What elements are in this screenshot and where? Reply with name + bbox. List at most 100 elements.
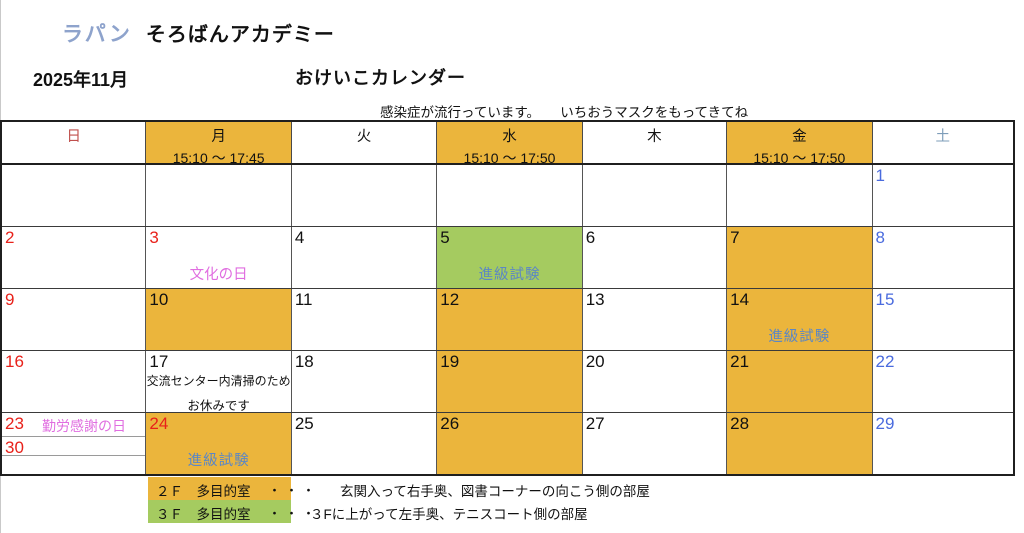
day-number: 30 [5, 438, 24, 457]
closed-note-line: 交流センター内清掃のため [146, 374, 291, 388]
weekday-header-5: 金 15:10 ～ 17:50 [727, 122, 873, 166]
holiday-label: 文化の日 [189, 267, 248, 283]
day-number: 10 [149, 290, 169, 309]
legend-room-description: 玄関入って右手奥、図書コーナーの向こう側の部屋 [340, 484, 650, 499]
weekday-label: 水 [502, 129, 517, 145]
legend-room-label: ３Ｆ 多目的室 [156, 507, 251, 522]
day-cell-8: 8 [872, 227, 1013, 288]
day-cell-empty [727, 165, 873, 226]
infection-notice: 感染症が流行っています。 いちおうマスクをもってきてね [380, 105, 749, 120]
lesson-time: 15:10 ～ 17:50 [463, 150, 556, 166]
day-number: 16 [5, 352, 24, 371]
weekday-header-row: 日 月 15:10 ～ 17:45 火 水 15:10 ～ 17:50 木 金 15:10 ～ … [2, 122, 1013, 166]
day-cell-11: 11 [291, 289, 438, 350]
legend-color-swatch: ３Ｆ 多目的室 [148, 500, 291, 523]
day-cell-split: 23 勤労感謝の日 30 [2, 413, 147, 474]
lesson-time: 15:10 ～ 17:50 [753, 150, 846, 166]
week-row-3: 16 17 交流センター内清掃のため お休みです 18 19 20 21 22 [2, 351, 1013, 413]
day-cell-12: 12 [437, 289, 583, 350]
day-cell-17: 17 交流センター内清掃のため お休みです [146, 351, 292, 413]
day-number: 21 [730, 352, 750, 371]
day-number: 1 [875, 166, 885, 185]
day-cell-empty [291, 165, 438, 226]
promotion-exam-label: 進級試験 [478, 267, 541, 283]
day-number: 18 [294, 352, 314, 371]
day-number: 8 [875, 228, 885, 247]
day-cell-22: 22 [872, 351, 1013, 412]
legend-room-label: ２Ｆ 多目的室 [156, 484, 251, 499]
weekday-header-4: 木 [583, 122, 728, 163]
weekday-header-2: 火 [292, 122, 438, 163]
weekday-header-0: 日 [2, 122, 147, 163]
weekday-label: 月 [211, 129, 226, 145]
day-cell-10: 10 [146, 289, 292, 350]
day-number: 6 [585, 228, 596, 247]
week-row-1: 2 3 文化の日 4 5 進級試験 6 7 8 [2, 227, 1013, 289]
day-cell-14: 14 進級試験 [727, 289, 873, 350]
calendar-table: 日 月 15:10 ～ 17:45 火 水 15:10 ～ 17:50 木 金 15:10 ～ … [0, 120, 1015, 476]
day-number: 19 [440, 352, 460, 371]
day-number: 15 [875, 290, 895, 309]
day-cell-15: 15 [872, 289, 1013, 350]
brand-name: ラパン [62, 23, 132, 46]
day-number: 2 [5, 228, 15, 247]
weekday-label: 日 [66, 129, 81, 145]
day-number: 14 [730, 290, 750, 309]
promotion-exam-label: 進級試験 [768, 329, 831, 345]
day-cell-4: 4 [291, 227, 438, 288]
weekday-header-3: 水 15:10 ～ 17:50 [437, 122, 583, 166]
day-number: 4 [294, 228, 305, 247]
day-number: 20 [585, 352, 605, 371]
day-number: 24 [149, 414, 169, 433]
day-number: 5 [440, 228, 450, 247]
weekday-header-6: 土 [873, 122, 1013, 163]
day-number: 22 [875, 352, 895, 371]
day-cell-2: 2 [2, 227, 147, 288]
holiday-label: 勤労感謝の日 [42, 418, 126, 434]
day-subcell: 23 勤労感謝の日 [2, 413, 146, 437]
legend-room-description: ３Fに上がって左手奥、テニスコート側の部屋 [310, 507, 588, 522]
day-cell-7: 7 [727, 227, 873, 288]
weekday-label: 金 [792, 129, 807, 145]
closed-note-line: お休みです [187, 399, 250, 413]
day-cell-3: 3 文化の日 [146, 227, 292, 288]
day-cell-16: 16 [2, 351, 147, 412]
day-number: 28 [730, 414, 750, 433]
week-row-4: 23 勤労感謝の日 30 24 進級試験 25 26 27 28 29 [2, 413, 1013, 474]
day-cell-28: 28 [727, 413, 873, 474]
day-cell-empty [2, 165, 147, 226]
day-number: 12 [440, 290, 460, 309]
day-number: 7 [730, 228, 740, 247]
day-number: 3 [149, 228, 159, 247]
day-cell-29: 29 [872, 413, 1013, 474]
promotion-exam-label: 進級試験 [187, 453, 250, 469]
day-cell-27: 27 [582, 413, 728, 474]
calendar-title: おけいこカレンダー [295, 68, 466, 88]
weekday-label: 木 [647, 129, 662, 145]
day-cell-6: 6 [582, 227, 728, 288]
day-number: 13 [585, 290, 605, 309]
room-legend: ２Ｆ 多目的室 ・・・ 玄関入って右手奥、図書コーナーの向こう側の部屋 ３Ｆ 多目的室… [148, 477, 868, 523]
week-row-2: 9 10 11 12 13 14 進級試験 15 [2, 289, 1013, 351]
day-cell-empty [146, 165, 292, 226]
weekday-label: 火 [356, 129, 372, 145]
legend-item: ２Ｆ 多目的室 ・・・ 玄関入って右手奥、図書コーナーの向こう側の部屋 [148, 477, 868, 500]
lesson-time: 15:10 ～ 17:45 [172, 150, 265, 166]
day-subcell: 30 [2, 437, 146, 457]
legend-dots: ・・・ [268, 483, 320, 498]
day-number: 9 [5, 290, 15, 309]
day-number: 26 [440, 414, 460, 433]
day-cell-19: 19 [437, 351, 583, 412]
day-number: 17 [149, 352, 169, 371]
day-number: 27 [585, 414, 605, 433]
legend-item: ３Ｆ 多目的室 ・・・ ３Fに上がって左手奥、テニスコート側の部屋 [148, 500, 868, 523]
day-number: 11 [294, 290, 313, 309]
day-cell-empty [582, 165, 728, 226]
day-cell-20: 20 [582, 351, 728, 412]
day-cell-5: 5 進級試験 [437, 227, 583, 288]
day-number: 25 [294, 414, 314, 433]
day-subcell [2, 456, 145, 474]
day-cell-empty [437, 165, 583, 226]
day-cell-24: 24 進級試験 [146, 413, 292, 474]
academy-name: そろばんアカデミー [145, 24, 335, 46]
